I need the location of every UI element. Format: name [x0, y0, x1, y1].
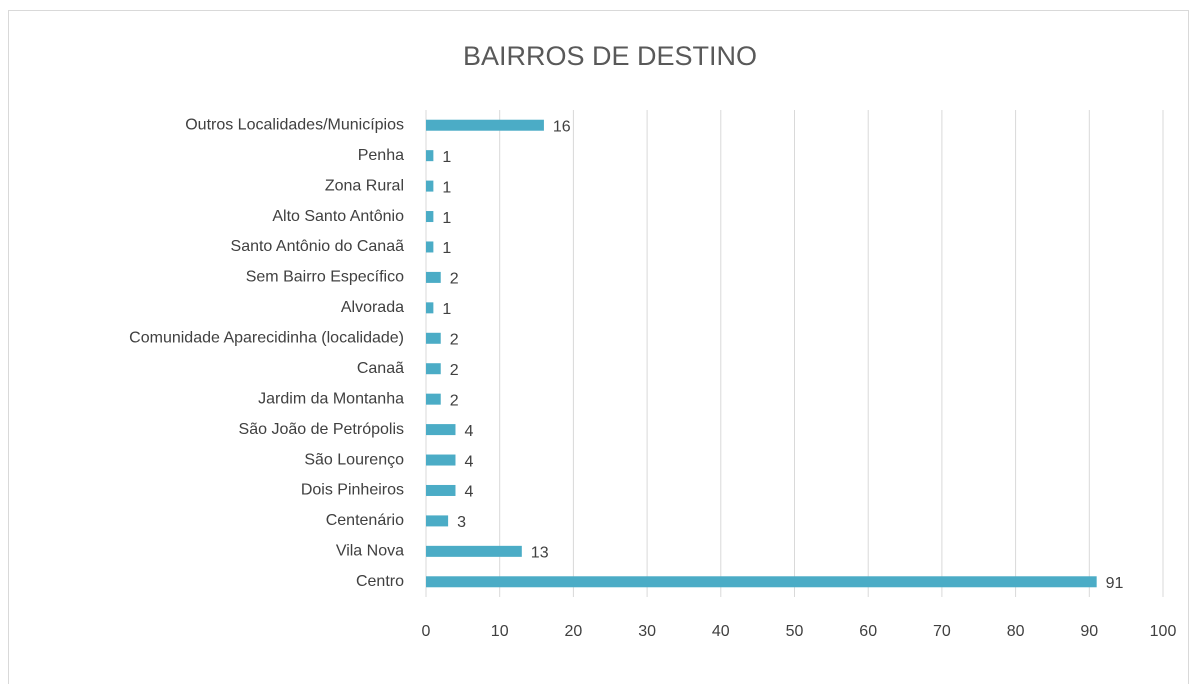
data-label: 91 [1106, 575, 1124, 592]
y-tick-label: Comunidade Aparecidinha (localidade) [129, 330, 404, 347]
x-tick-label: 50 [786, 623, 804, 640]
y-tick-label: Alto Santo Antônio [272, 208, 404, 225]
data-label: 2 [450, 362, 459, 379]
data-label: 1 [442, 149, 451, 166]
bar [426, 271, 441, 283]
bar [426, 150, 434, 162]
data-label: 16 [553, 118, 571, 135]
y-tick-label: Vila Nova [336, 543, 404, 560]
x-tick-label: 0 [422, 623, 431, 640]
chart-title: BAIRROS DE DESTINO [463, 41, 757, 71]
chart-frame [8, 10, 1189, 684]
x-tick-label: 10 [491, 623, 509, 640]
x-tick-label: 30 [638, 623, 656, 640]
bar [426, 515, 449, 527]
y-tick-label: Penha [358, 147, 404, 164]
bar [426, 211, 434, 223]
data-label: 1 [442, 210, 451, 227]
data-label: 3 [457, 514, 466, 531]
bar [426, 545, 522, 557]
data-label: 4 [464, 423, 473, 440]
x-tick-label: 90 [1080, 623, 1098, 640]
x-tick-label: 20 [565, 623, 583, 640]
data-label: 2 [450, 392, 459, 409]
data-label: 1 [442, 179, 451, 196]
bar [426, 484, 456, 496]
y-tick-label: Alvorada [341, 299, 404, 316]
x-tick-label: 40 [712, 623, 730, 640]
bar [426, 332, 441, 344]
y-tick-label: Canaã [357, 360, 404, 377]
bar [426, 241, 434, 253]
data-label: 1 [442, 301, 451, 318]
data-label: 4 [464, 484, 473, 501]
y-tick-label: Dois Pinheiros [301, 482, 404, 499]
y-tick-label: Jardim da Montanha [258, 390, 404, 407]
y-tick-label: Zona Rural [325, 177, 404, 194]
y-tick-label: Centro [356, 573, 404, 590]
y-tick-label: São Lourenço [304, 451, 404, 468]
x-tick-label: 60 [859, 623, 877, 640]
bar [426, 576, 1097, 588]
bar [426, 424, 456, 436]
bar [426, 302, 434, 314]
bar [426, 180, 434, 192]
x-tick-label: 80 [1007, 623, 1025, 640]
x-tick-label: 70 [933, 623, 951, 640]
data-label: 1 [442, 240, 451, 257]
y-tick-label: São João de Petrópolis [239, 421, 404, 438]
data-label: 4 [464, 453, 473, 470]
data-label: 2 [450, 271, 459, 288]
y-tick-label: Santo Antônio do Canaã [231, 238, 405, 255]
bar [426, 119, 544, 131]
y-tick-label: Centenário [326, 512, 404, 529]
bar [426, 363, 441, 375]
bar [426, 454, 456, 466]
x-tick-label: 100 [1150, 623, 1177, 640]
bar [426, 393, 441, 405]
y-tick-label: Sem Bairro Específico [246, 269, 404, 286]
y-tick-label: Outros Localidades/Municípios [185, 116, 404, 133]
data-label: 13 [531, 545, 549, 562]
data-label: 2 [450, 332, 459, 349]
